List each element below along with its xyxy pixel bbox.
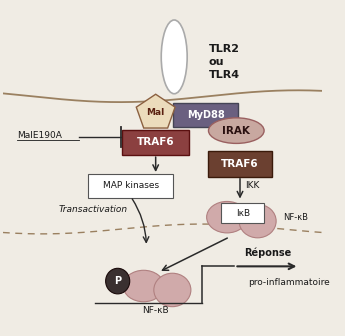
Text: IKK: IKK <box>246 181 260 190</box>
Text: P: P <box>114 276 121 286</box>
Ellipse shape <box>106 268 130 294</box>
Ellipse shape <box>208 118 264 143</box>
Text: MyD88: MyD88 <box>187 110 225 120</box>
Ellipse shape <box>154 273 191 307</box>
Ellipse shape <box>161 20 187 94</box>
Ellipse shape <box>207 202 247 233</box>
Text: Réponse: Réponse <box>244 248 291 258</box>
Text: Transactivation: Transactivation <box>58 205 128 214</box>
Text: Mal: Mal <box>147 109 165 117</box>
Text: pro-inflammatoire: pro-inflammatoire <box>248 278 330 287</box>
Ellipse shape <box>239 204 276 238</box>
FancyBboxPatch shape <box>221 203 264 223</box>
Ellipse shape <box>123 270 164 302</box>
Text: MAP kinases: MAP kinases <box>102 181 159 190</box>
Text: NF-κB: NF-κB <box>283 213 308 222</box>
Polygon shape <box>136 94 175 128</box>
Text: TRAF6: TRAF6 <box>137 137 175 148</box>
Text: MalE190A: MalE190A <box>17 131 61 140</box>
Text: IRAK: IRAK <box>223 126 250 136</box>
Text: IκB: IκB <box>236 209 250 218</box>
FancyBboxPatch shape <box>173 103 238 127</box>
Text: TLR2
ou
TLR4: TLR2 ou TLR4 <box>208 44 240 81</box>
Text: TRAF6: TRAF6 <box>221 159 259 169</box>
FancyBboxPatch shape <box>208 151 273 177</box>
Text: NF-κB: NF-κB <box>142 305 169 314</box>
FancyBboxPatch shape <box>122 130 189 155</box>
FancyBboxPatch shape <box>88 174 173 198</box>
